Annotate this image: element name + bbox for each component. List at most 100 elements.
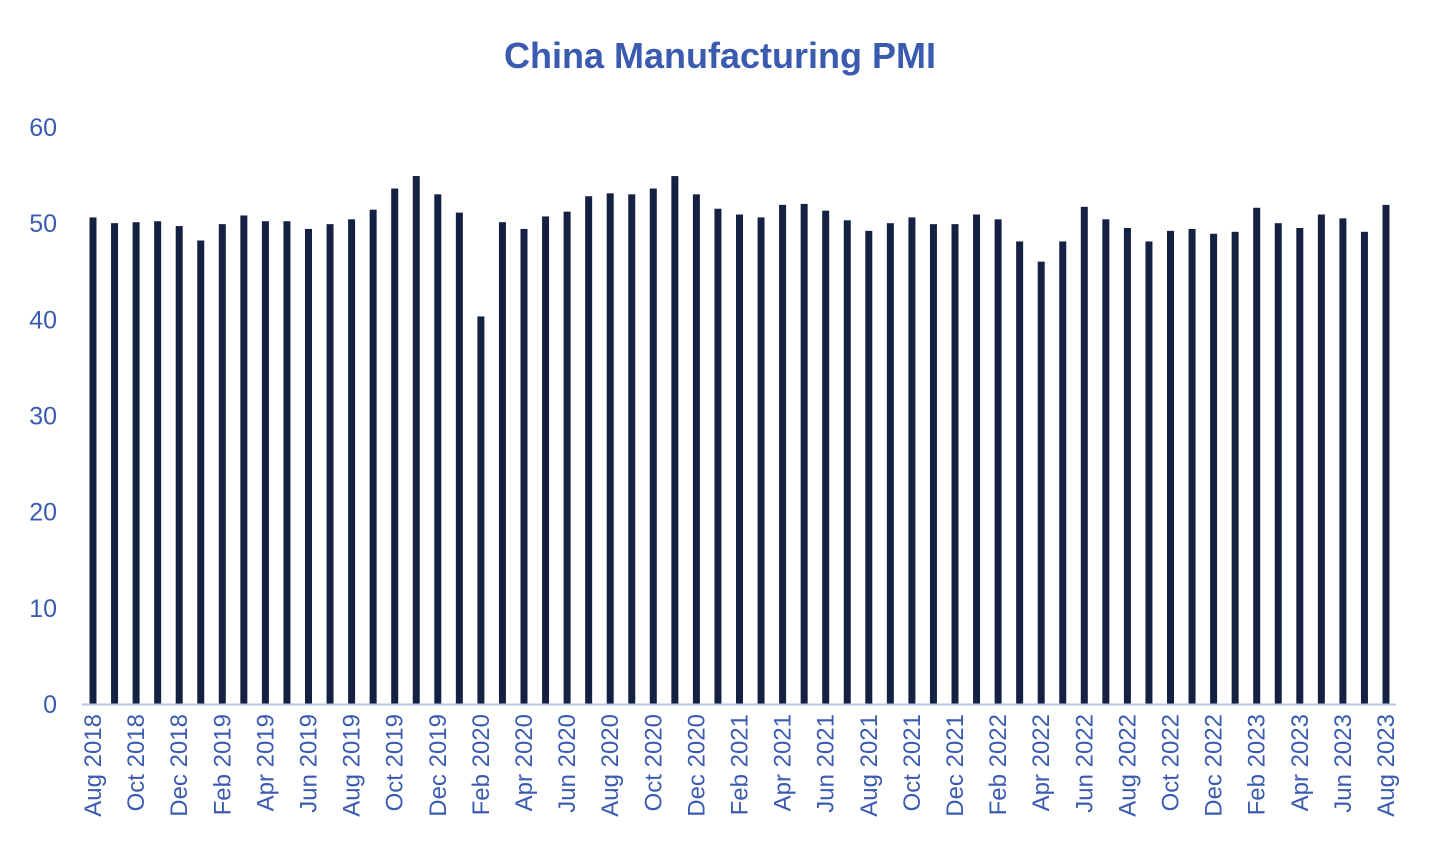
bar: Nov 2018: 50.2	[154, 221, 162, 705]
x-tick-label: Jun 2020	[554, 714, 581, 813]
bar: May 2020: 50.7	[542, 216, 550, 704]
y-axis-ticks: 0 10 20 30 40 50 60	[29, 114, 57, 719]
bar: Apr 2021: 51.9	[779, 204, 787, 704]
bar: Apr 2019: 50.2	[261, 221, 269, 705]
bar: Aug 2021: 49.2	[865, 230, 873, 705]
bar: Feb 2019: 49.9	[218, 224, 226, 704]
bar: Nov 2021: 49.9	[929, 224, 937, 704]
y-tick-label: 50	[29, 210, 57, 238]
y-tick-label: 10	[29, 595, 57, 623]
bar: Nov 2019: 54.9	[412, 176, 420, 705]
bar: Mar 2022: 48.1	[1016, 241, 1024, 704]
bar: Jun 2022: 51.7	[1080, 206, 1088, 704]
bar: Jul 2022: 50.4	[1102, 219, 1110, 704]
y-tick-label: 60	[29, 114, 57, 142]
bar: May 2021: 52	[800, 203, 808, 704]
bar: Feb 2021: 50.9	[736, 214, 743, 704]
x-tick-label: Aug 2023	[1373, 714, 1400, 817]
x-tick-label: Jun 2021	[813, 714, 840, 813]
x-tick-label: Apr 2021	[770, 714, 797, 811]
x-tick-label: Aug 2022	[1114, 714, 1141, 817]
bar: Jan 2022: 50.9	[973, 214, 981, 704]
x-tick-label: Apr 2019	[252, 714, 279, 811]
bar: Jan 2019: 48.2	[197, 240, 205, 705]
bar: Jan 2023: 49.1	[1231, 231, 1239, 704]
bar: Jun 2020: 51.2	[563, 211, 571, 704]
bar: Dec 2018: 49.7	[175, 226, 183, 705]
y-tick-label: 0	[43, 691, 57, 719]
bar: Feb 2022: 50.4	[994, 219, 1002, 704]
x-tick-label: Apr 2022	[1028, 714, 1055, 811]
bar: Oct 2018: 50.1	[132, 222, 140, 704]
x-axis-ticks: Aug 2018 Oct 2018 Dec 2018 Feb 2019 Apr 2019…	[80, 714, 1400, 817]
y-tick-label: 30	[29, 403, 57, 431]
x-tick-label: Feb 2021	[727, 714, 754, 815]
bar: Jan 2020: 51.1	[455, 212, 463, 704]
bar: Aug 2023: 51.9	[1382, 204, 1390, 704]
x-tick-label: Dec 2020	[683, 714, 710, 817]
x-tick-label: Aug 2019	[339, 714, 366, 817]
x-tick-label: Aug 2018	[80, 714, 107, 817]
bar: Jul 2021: 50.3	[843, 220, 851, 704]
bar: May 2022: 48.1	[1059, 241, 1067, 704]
bar: Feb 2020: 40.3	[477, 316, 485, 704]
bar: May 2023: 50.9	[1317, 214, 1325, 704]
x-tick-label: Feb 2019	[209, 714, 236, 815]
bar: Mar 2021: 50.6	[757, 217, 765, 704]
bar: Jul 2019: 49.9	[326, 224, 334, 704]
bar: Jul 2023: 49.1	[1360, 231, 1368, 704]
bar: Sep 2019: 51.4	[369, 209, 377, 704]
bar: Jan 2021: 51.5	[714, 208, 722, 705]
bar: Sep 2021: 50	[886, 223, 894, 705]
bar: Oct 2022: 49.2	[1167, 230, 1174, 705]
bar: Jun 2021: 51.3	[822, 210, 830, 705]
bars: Aug 2018: 50.6 Sep 2018: 50 Oct 2018: 50.1…	[89, 176, 1390, 705]
x-tick-label: Oct 2021	[899, 714, 926, 811]
x-tick-label: Aug 2021	[856, 714, 883, 817]
bar: Sep 2020: 53	[628, 194, 636, 704]
bar: Dec 2022: 48.9	[1210, 233, 1218, 704]
bar: Aug 2022: 49.5	[1123, 227, 1131, 705]
bar: Nov 2022: 49.4	[1188, 228, 1196, 704]
bar: Apr 2023: 49.5	[1296, 227, 1304, 705]
x-tick-label: Feb 2022	[985, 714, 1012, 815]
x-tick-label: Jun 2023	[1330, 714, 1357, 813]
bar: Jun 2019: 49.4	[305, 228, 312, 704]
bar: Nov 2020: 54.9	[671, 176, 679, 705]
bar: Aug 2018: 50.6	[89, 217, 97, 704]
x-tick-label: Apr 2020	[511, 714, 538, 811]
bar: Dec 2021: 49.9	[951, 224, 959, 704]
bar: Jul 2020: 52.8	[585, 196, 593, 705]
x-tick-label: Feb 2023	[1244, 714, 1271, 815]
x-tick-label: Dec 2022	[1201, 714, 1228, 817]
x-tick-label: Oct 2019	[382, 714, 409, 811]
bar: May 2019: 50.2	[283, 221, 291, 705]
x-tick-label: Jun 2019	[296, 714, 323, 813]
chart-title: China Manufacturing PMI	[504, 35, 936, 76]
bar: Aug 2019: 50.4	[348, 219, 356, 704]
y-tick-label: 20	[29, 499, 57, 527]
bar: Aug 2020: 53.1	[606, 193, 614, 705]
bar: Apr 2022: 46	[1037, 261, 1045, 704]
bar: Dec 2019: 53	[434, 194, 442, 704]
x-tick-label: Dec 2018	[166, 714, 193, 817]
x-tick-label: Jun 2022	[1071, 714, 1098, 813]
x-tick-label: Oct 2020	[640, 714, 667, 811]
x-tick-label: Feb 2020	[468, 714, 495, 815]
bar: Mar 2019: 50.8	[240, 215, 248, 704]
bar: Feb 2023: 51.6	[1253, 207, 1261, 704]
x-tick-label: Apr 2023	[1287, 714, 1314, 811]
x-tick-label: Oct 2022	[1158, 714, 1185, 811]
bar: Jun 2023: 50.5	[1339, 218, 1347, 705]
bar: Mar 2023: 50	[1274, 223, 1282, 705]
bar: Sep 2018: 50	[111, 223, 119, 705]
x-tick-label: Oct 2018	[123, 714, 150, 811]
bar: Dec 2020: 53	[692, 194, 700, 704]
x-tick-label: Dec 2021	[942, 714, 969, 817]
bar: Oct 2019: 53.6	[391, 188, 399, 705]
x-tick-label: Dec 2019	[425, 714, 452, 817]
bar: Sep 2022: 48.1	[1145, 241, 1153, 704]
y-tick-label: 40	[29, 306, 57, 334]
bar: Apr 2020: 49.4	[520, 228, 528, 704]
